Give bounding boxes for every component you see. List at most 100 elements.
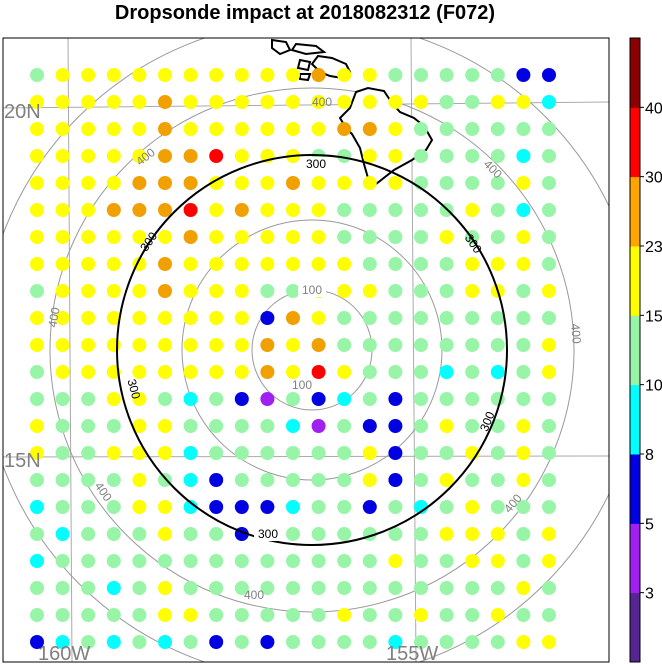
dropsonde-dot <box>81 554 96 568</box>
dropsonde-dot <box>490 176 505 190</box>
dropsonde-dot <box>209 338 224 352</box>
dropsonde-dot <box>81 338 96 352</box>
dropsonde-dot <box>542 419 556 433</box>
dropsonde-dot <box>311 500 326 514</box>
dropsonde-dot <box>311 635 326 649</box>
ring-label-text: 100 <box>302 283 322 297</box>
dropsonde-dot <box>209 419 224 433</box>
dropsonde-dot <box>260 95 275 109</box>
dropsonde-dot <box>286 500 300 514</box>
dropsonde-dot <box>234 581 249 595</box>
dropsonde-dot <box>106 473 121 487</box>
dropsonde-dot <box>362 311 377 325</box>
dropsonde-dot <box>260 311 275 325</box>
dropsonde-dot <box>388 68 403 82</box>
dropsonde-dot <box>337 608 352 622</box>
dropsonde-dot <box>132 203 147 217</box>
dropsonde-dot <box>516 149 531 163</box>
dropsonde-dot <box>30 230 44 244</box>
ring-label-400-top: 400 <box>312 95 332 109</box>
dropsonde-dot <box>516 500 531 514</box>
dropsonde-dot <box>439 527 454 541</box>
dropsonde-dot <box>439 68 454 82</box>
dropsonde-dot <box>337 257 352 271</box>
dropsonde-dot <box>337 581 352 595</box>
dropsonde-dot <box>286 203 300 217</box>
dropsonde-dot <box>388 608 403 622</box>
dropsonde-dot <box>260 203 275 217</box>
dropsonde-dot <box>516 311 531 325</box>
dropsonde-dot <box>439 581 454 595</box>
dropsonde-dot <box>132 230 147 244</box>
dropsonde-dot <box>542 311 556 325</box>
colorbar-segment <box>630 592 640 663</box>
dropsonde-dot <box>337 446 352 460</box>
dropsonde-dot <box>30 257 44 271</box>
dropsonde-dot <box>132 554 147 568</box>
dropsonde-dot <box>55 338 70 352</box>
dropsonde-dot <box>234 284 249 298</box>
dropsonde-dot <box>286 257 300 271</box>
dropsonde-dot <box>388 581 403 595</box>
dropsonde-dot <box>30 284 44 298</box>
dropsonde-dot <box>234 554 249 568</box>
colorbar-segment <box>630 176 640 247</box>
dropsonde-dot <box>414 365 428 379</box>
dropsonde-dot <box>465 203 480 217</box>
dropsonde-dot <box>516 203 531 217</box>
dropsonde-dot <box>337 122 352 136</box>
dropsonde-dot <box>81 203 96 217</box>
dropsonde-dot <box>30 419 44 433</box>
dropsonde-dot <box>414 554 428 568</box>
dropsonde-dot <box>81 257 96 271</box>
dropsonde-dot <box>158 392 172 406</box>
dropsonde-dot <box>311 311 326 325</box>
dropsonde-dot <box>30 500 44 514</box>
dropsonde-dot <box>81 527 96 541</box>
dropsonde-dot <box>209 608 224 622</box>
dropsonde-dot <box>158 446 172 460</box>
dropsonde-dot <box>158 500 172 514</box>
dropsonde-dot <box>234 203 249 217</box>
dropsonde-dot <box>362 203 377 217</box>
dropsonde-dot <box>106 392 121 406</box>
colorbar-tick-label: 10 <box>645 378 662 395</box>
dropsonde-dot <box>490 419 505 433</box>
dropsonde-dot <box>362 608 377 622</box>
dropsonde-dot <box>490 203 505 217</box>
island-lanai <box>296 58 312 72</box>
dropsonde-dot <box>209 122 224 136</box>
dropsonde-dot <box>81 473 96 487</box>
dropsonde-dot <box>183 392 198 406</box>
dropsonde-dot <box>516 68 531 82</box>
dropsonde-dot <box>132 68 147 82</box>
dropsonde-dot <box>132 311 147 325</box>
dropsonde-dot <box>516 581 531 595</box>
hawaii-islands <box>271 38 434 186</box>
dropsonde-dot <box>106 338 121 352</box>
dropsonde-dot <box>362 635 377 649</box>
dropsonde-dot <box>542 608 556 622</box>
dropsonde-dot <box>209 554 224 568</box>
dropsonde-dot <box>414 392 428 406</box>
dropsonde-dot <box>106 527 121 541</box>
dropsonde-dot <box>132 446 147 460</box>
dropsonde-dot <box>158 338 172 352</box>
dropsonde-dot <box>183 176 198 190</box>
dropsonde-dot <box>414 500 428 514</box>
dropsonde-dot <box>414 419 428 433</box>
dropsonde-dot <box>158 365 172 379</box>
dropsonde-dot <box>132 419 147 433</box>
dropsonde-dot <box>55 608 70 622</box>
dropsonde-dot <box>516 365 531 379</box>
dropsonde-dot <box>183 608 198 622</box>
dropsonde-dot <box>234 338 249 352</box>
dropsonde-dot <box>260 365 275 379</box>
dropsonde-dot <box>55 446 70 460</box>
page-title: Dropsonde impact at 2018082312 (F072) <box>114 2 496 24</box>
dropsonde-dot <box>311 554 326 568</box>
dropsonde-dot <box>490 230 505 244</box>
dropsonde-dot <box>414 149 428 163</box>
dropsonde-dot <box>234 392 249 406</box>
